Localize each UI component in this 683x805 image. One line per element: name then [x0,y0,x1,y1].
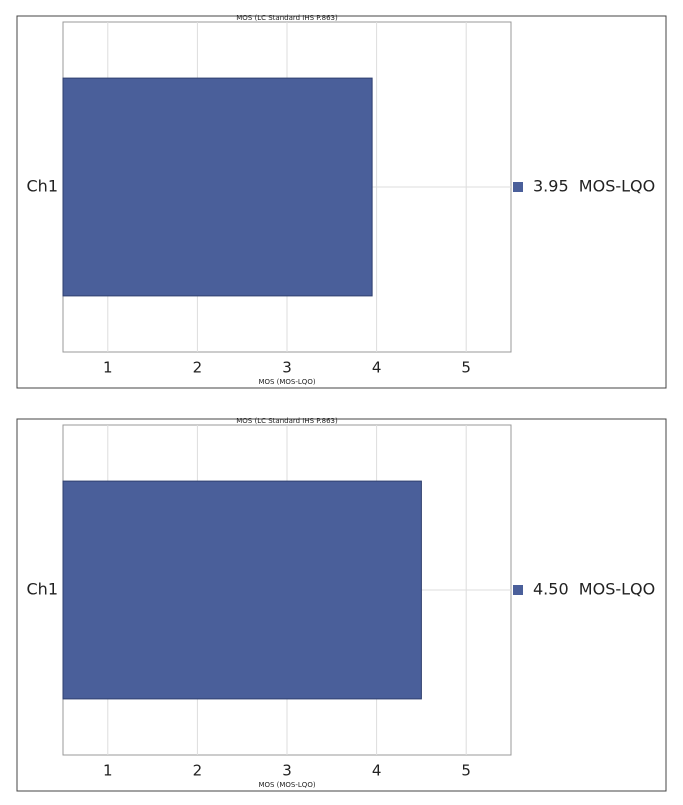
value-label: 4.50 MOS-LQO [533,580,655,599]
bar [62,480,422,700]
value-label: 3.95 MOS-LQO [533,177,655,196]
x-tick-label: 1 [103,359,113,377]
x-tick-label: 2 [193,762,203,780]
chart-frame [16,418,667,792]
chart-title: MOS (LC Standard IHS P.863) [236,14,338,22]
y-tick-label: Ch1 [27,580,59,599]
legend-swatch [513,585,523,595]
x-tick-label: 2 [193,359,203,377]
x-tick-label: 4 [372,762,382,780]
x-tick-label: 3 [282,762,292,780]
bar [62,77,373,297]
x-tick-label: 3 [282,359,292,377]
x-tick-label: 5 [461,359,471,377]
chart-title: MOS (LC Standard IHS P.863) [236,417,338,425]
legend-swatch [513,182,523,192]
chart-frame [16,15,667,389]
x-tick-label: 4 [372,359,382,377]
x-axis-label: MOS (MOS-LQO) [258,378,315,386]
x-tick-label: 1 [103,762,113,780]
x-tick-label: 5 [461,762,471,780]
y-tick-label: Ch1 [27,177,59,196]
x-axis-label: MOS (MOS-LQO) [258,781,315,789]
